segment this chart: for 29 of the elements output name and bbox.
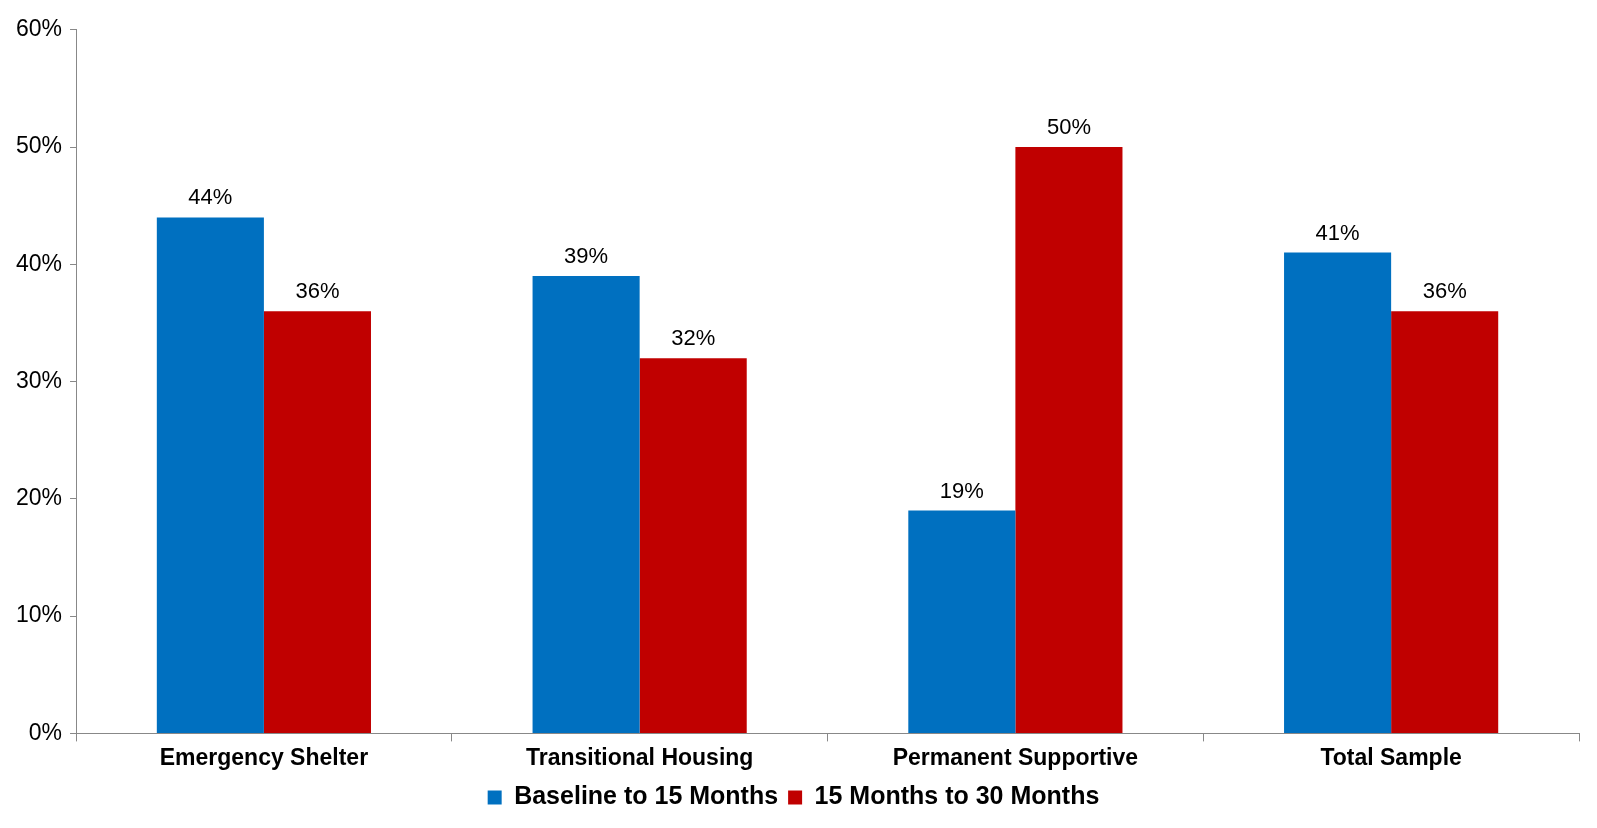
data-label: 41% <box>1315 219 1360 245</box>
data-label: 19% <box>939 477 984 503</box>
y-tick-label: 0% <box>28 718 63 745</box>
x-tick-label: Permanent Supportive <box>892 743 1139 770</box>
bar <box>908 510 1016 733</box>
x-tick-label: Transitional Housing <box>525 743 754 770</box>
y-tick-label: 20% <box>15 484 63 511</box>
y-tick-label: 10% <box>15 601 63 628</box>
legend-label: 15 Months to 30 Months <box>814 781 1100 810</box>
bar <box>532 276 640 733</box>
data-label: 36% <box>1422 278 1467 304</box>
bar <box>263 311 371 733</box>
legend-label: Baseline to 15 Months <box>514 781 779 810</box>
bar <box>1284 252 1392 733</box>
y-tick-label: 30% <box>15 366 63 393</box>
y-tick-label: 60% <box>15 15 63 42</box>
bar <box>156 217 264 733</box>
y-tick-label: 50% <box>15 132 63 159</box>
bar <box>1015 147 1123 733</box>
data-label: 39% <box>564 243 609 269</box>
x-tick-label: Emergency Shelter <box>159 743 369 770</box>
bar <box>1391 311 1499 733</box>
bar <box>639 358 747 733</box>
data-label: 36% <box>295 278 340 304</box>
y-tick-label: 40% <box>15 249 63 276</box>
data-label: 44% <box>188 184 233 210</box>
x-tick-label: Total Sample <box>1320 743 1462 770</box>
data-label: 50% <box>1046 114 1091 140</box>
data-label: 32% <box>671 325 716 351</box>
